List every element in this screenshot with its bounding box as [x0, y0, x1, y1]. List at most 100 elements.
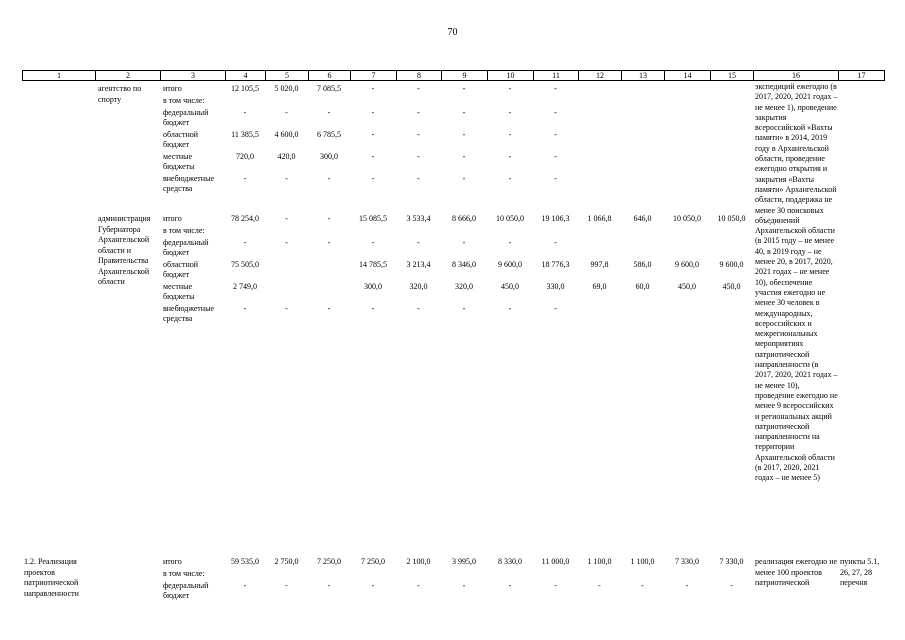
value-cell: -: [462, 152, 466, 161]
budget-row: в том числе:: [160, 226, 753, 236]
value-cell: 9 600,0: [675, 260, 699, 269]
value-cell: -: [243, 581, 247, 590]
value-cell: 18 776,3: [541, 260, 570, 269]
value-cell: -: [554, 108, 557, 117]
value-cell: -: [371, 130, 375, 139]
value-cell: -: [598, 581, 601, 590]
column-header-1: 1: [23, 71, 96, 80]
value-cell: -: [243, 108, 247, 117]
value-cell: 586,0: [633, 260, 652, 269]
value-cell: -: [462, 238, 466, 247]
budget-type-label: итого: [163, 84, 182, 93]
table-body: экспедиций ежегодно (в 2017, 2020, 2021 …: [22, 82, 883, 638]
value-cell: 10 050,0: [673, 214, 701, 223]
value-cell: 2 100,0: [406, 557, 431, 566]
budget-type-label: областной бюджет: [163, 260, 199, 279]
value-cell: 320,0: [409, 282, 428, 291]
value-cell: 8 346,0: [452, 260, 476, 269]
value-cell: -: [508, 84, 512, 93]
value-cell: -: [462, 174, 466, 183]
executor-name: агентство по спорту: [98, 84, 142, 104]
value-cell: 8 330,0: [498, 557, 522, 566]
value-cell: 2 749,0: [233, 282, 257, 291]
value-cell: -: [285, 304, 288, 313]
budget-row: областной бюджет 75 505,0 14 785,5 3 213,4 8…: [160, 260, 753, 280]
budget-rows: итого 78 254,0 - - 15 085,5 3 533,4 8 666,0 10 …: [160, 212, 753, 324]
budget-row: в том числе:: [160, 96, 753, 106]
budget-type-label: федеральный бюджет: [163, 581, 209, 600]
column-header-17: 17: [857, 71, 866, 80]
value-cell: 450,0: [501, 282, 519, 291]
value-cell: -: [554, 581, 557, 590]
value-cell: -: [327, 108, 331, 117]
budget-rows: итого 59 535,0 2 750,0 7 250,0 7 250,0 2 100,…: [160, 555, 753, 601]
value-cell: 59 535,0: [231, 557, 259, 566]
value-cell: 7 330,0: [675, 557, 699, 566]
value-cell: 4 600,0: [274, 130, 299, 139]
value-cell: -: [285, 238, 288, 247]
value-cell: 320,0: [455, 282, 473, 291]
column-header-2: 2: [96, 71, 161, 80]
value-cell: 10 050,0: [496, 214, 524, 223]
value-cell: 14 785,5: [359, 260, 387, 269]
budget-type-label: федеральный бюджет: [163, 108, 209, 127]
expected-results-continuation-text: экспедиций ежегодно (в 2017, 2020, 2021 …: [755, 82, 838, 483]
value-cell: -: [730, 581, 733, 590]
row-group-1: агентство по спорту итого 12 105,5 5 020,0 7…: [22, 82, 883, 196]
value-cell: 997,8: [590, 260, 609, 269]
value-cell: 8 666,0: [452, 214, 476, 223]
budget-row: федеральный бюджет - - - - - - - - - - - -: [160, 581, 753, 601]
value-cell: 69,0: [592, 282, 607, 291]
value-cell: 1 066,8: [587, 214, 612, 223]
column-header-11: 11: [534, 71, 579, 80]
value-cell: -: [327, 214, 331, 223]
value-cell: 3 533,4: [406, 214, 431, 223]
value-cell: 5 020,0: [274, 84, 299, 93]
value-cell: -: [508, 238, 512, 247]
column-header-7: 7: [351, 71, 397, 80]
budget-row: внебюджетные средства - - - - - - - -: [160, 174, 753, 194]
value-cell: 15 085,5: [359, 214, 387, 223]
value-cell: 7 085,5: [317, 84, 341, 93]
value-cell: -: [371, 581, 375, 590]
value-cell: 78 254,0: [231, 214, 259, 223]
value-cell: 7 250,0: [317, 557, 341, 566]
value-cell: 60,0: [635, 282, 650, 291]
value-cell: -: [327, 304, 331, 313]
value-cell: 11 385,5: [231, 130, 259, 139]
value-cell: -: [417, 581, 420, 590]
column-header-4: 4: [226, 71, 266, 80]
column-header-15: 15: [711, 71, 754, 80]
value-cell: 720,0: [236, 152, 254, 161]
budget-type-label: в том числе:: [163, 226, 205, 235]
value-cell: -: [371, 174, 375, 183]
value-cell: -: [371, 304, 375, 313]
value-cell: 7 250,0: [361, 557, 385, 566]
column-header-5: 5: [266, 71, 309, 80]
column-header-16: 16: [754, 71, 839, 80]
value-cell: 11 000,0: [541, 557, 570, 566]
value-cell: -: [417, 174, 420, 183]
column-header-10: 10: [488, 71, 534, 80]
budget-row: местные бюджеты 720,0 420,0 300,0 - - - - -: [160, 152, 753, 172]
activity-name: 1.2. Реализация проектов патриотической …: [24, 557, 79, 598]
value-cell: 646,0: [633, 214, 652, 223]
value-cell: -: [285, 581, 288, 590]
budget-row: итого 12 105,5 5 020,0 7 085,5 - - - - -: [160, 84, 753, 94]
value-cell: -: [285, 214, 288, 223]
budget-type-label: итого: [163, 557, 182, 566]
value-cell: -: [508, 581, 512, 590]
budget-type-label: итого: [163, 214, 182, 223]
budget-row: местные бюджеты 2 749,0 300,0 320,0 320,0 450…: [160, 282, 753, 302]
budget-row: федеральный бюджет - - - - - - - -: [160, 238, 753, 258]
value-cell: 10 050,0: [717, 214, 746, 223]
column-header-13: 13: [622, 71, 665, 80]
column-header-9: 9: [442, 71, 488, 80]
budget-rows: итого 12 105,5 5 020,0 7 085,5 - - - - - в том чи…: [160, 82, 753, 194]
value-cell: -: [508, 152, 512, 161]
budget-type-label: областной бюджет: [163, 130, 199, 149]
value-cell: -: [417, 304, 420, 313]
budget-type-label: внебюджетные средства: [163, 304, 214, 323]
value-cell: 420,0: [277, 152, 296, 161]
